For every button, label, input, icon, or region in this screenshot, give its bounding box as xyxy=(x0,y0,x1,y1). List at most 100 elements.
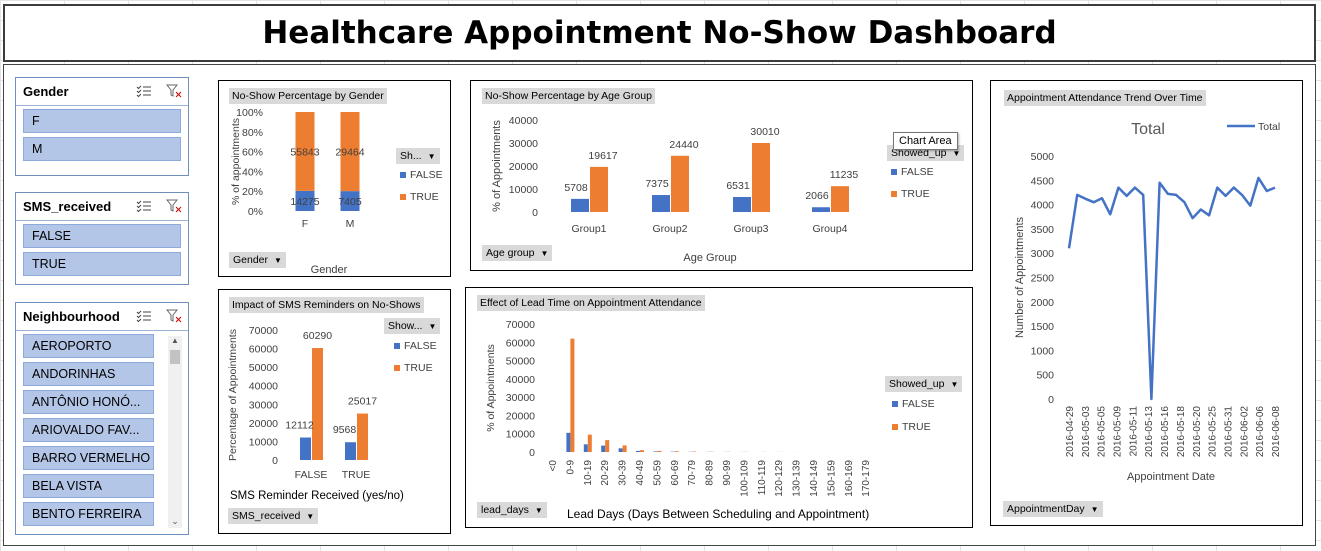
data-label: 14275 xyxy=(290,196,319,208)
slicer-title: SMS_received xyxy=(23,199,112,214)
legend-field-button[interactable]: Showed_up ▼ xyxy=(885,376,963,392)
legend-swatch xyxy=(400,194,406,200)
y-tick-label: 20% xyxy=(242,186,263,198)
clear-filter-icon[interactable] xyxy=(166,84,182,98)
slicer-scrollbar[interactable]: ▲ ⌄ xyxy=(168,336,182,528)
neighbourhood-slicer[interactable]: Neighbourhood AEROPORTO ANDORINHAS ANTÔNIO… xyxy=(15,302,189,535)
sms-slicer[interactable]: SMS_received FALSE TRUE xyxy=(15,192,189,285)
slicer-item[interactable]: TRUE xyxy=(23,252,181,276)
x-tick-label: 20-29 xyxy=(600,460,611,486)
scroll-up-icon[interactable]: ▲ xyxy=(171,336,179,345)
lead-chart[interactable]: 0 10000 20000 30000 40000 50000 60000 70000 % of… xyxy=(466,288,972,527)
x-tick-label: 2016-05-13 xyxy=(1144,406,1155,458)
bar-true xyxy=(752,142,770,212)
slicer-item[interactable]: AEROPORTO xyxy=(23,334,154,358)
x-tick-label: 110-119 xyxy=(757,460,768,496)
bar-false xyxy=(601,445,606,452)
sms-chart-panel[interactable]: Impact of SMS Reminders on No-Shows 0 100… xyxy=(218,289,451,534)
age-chart[interactable]: 0 10000 20000 30000 40000 % of Appointments 57… xyxy=(471,81,972,270)
slicer-item[interactable]: FALSE xyxy=(23,224,181,248)
multi-select-icon[interactable] xyxy=(136,309,152,323)
y-tick-label: 5000 xyxy=(1031,151,1055,163)
slicer-item[interactable]: BARRO VERMELHO xyxy=(23,446,154,470)
x-tick-label: 2016-05-20 xyxy=(1192,406,1203,458)
y-tick-label: 3000 xyxy=(1031,248,1055,260)
dashboard-title: Healthcare Appointment No-Show Dashboard xyxy=(262,15,1057,51)
x-tick-label: 30-39 xyxy=(618,460,629,486)
x-axis-label: Lead Days (Days Between Scheduling and A… xyxy=(567,507,869,521)
multi-select-icon[interactable] xyxy=(136,199,152,213)
y-tick-label: 2500 xyxy=(1031,273,1055,285)
y-tick-label: 2000 xyxy=(1031,297,1055,309)
y-tick-label: 30000 xyxy=(506,392,535,404)
legend-field-button[interactable]: Sh... ▼ xyxy=(396,148,440,164)
dashboard-title-box[interactable]: Healthcare Appointment No-Show Dashboard xyxy=(3,4,1316,62)
y-tick-label: 40000 xyxy=(506,374,535,386)
x-tick-label: 120-129 xyxy=(774,460,785,497)
axis-field-button[interactable]: SMS_received ▼ xyxy=(228,508,319,524)
data-label: 29464 xyxy=(335,147,364,159)
legend-label: TRUE xyxy=(404,362,433,374)
x-tick-label: 170-179 xyxy=(861,460,872,497)
scroll-thumb[interactable] xyxy=(170,350,180,364)
slicer-title: Gender xyxy=(23,84,69,99)
clear-filter-icon[interactable] xyxy=(166,309,182,323)
data-label: 24440 xyxy=(669,139,698,151)
slicer-title: Neighbourhood xyxy=(23,309,120,324)
multi-select-icon[interactable] xyxy=(136,84,152,98)
slicer-header: Gender xyxy=(16,78,188,106)
bar-true xyxy=(657,450,662,452)
scroll-down-icon[interactable]: ⌄ xyxy=(171,516,179,526)
legend-swatch xyxy=(394,343,400,349)
gender-chart-panel[interactable]: No-Show Percentage by Gender 0% 20% 40% 60%… xyxy=(218,80,451,277)
legend-swatch xyxy=(892,401,898,407)
data-label: 7375 xyxy=(645,178,669,190)
x-tick-label: 2016-05-09 xyxy=(1113,406,1124,458)
x-tick-label: 2016-05-05 xyxy=(1097,406,1108,458)
data-label: 9568 xyxy=(333,424,357,436)
legend-label: TRUE xyxy=(410,191,439,203)
age-chart-panel[interactable]: No-Show Percentage by Age Group 0 10000 20… xyxy=(470,80,973,271)
x-axis-label: Gender xyxy=(311,264,348,276)
x-tick-label: 80-89 xyxy=(705,460,716,486)
bar-false xyxy=(345,442,356,460)
x-tick-label: 2016-05-03 xyxy=(1081,406,1092,458)
axis-field-button[interactable]: lead_days ▼ xyxy=(477,502,547,518)
y-tick-label: 0 xyxy=(1048,394,1054,406)
slicer-item[interactable]: BENTO FERREIRA xyxy=(23,502,154,526)
trend-chart[interactable]: Total Total 0 500 1000 1500 2000 2500 3000 3500 40… xyxy=(991,81,1302,525)
legend-swatch xyxy=(892,424,898,430)
axis-field-button[interactable]: AppointmentDay ▼ xyxy=(1003,501,1103,517)
bar-false xyxy=(340,191,360,211)
y-axis-label: % of Appointments xyxy=(485,344,497,432)
slicer-item[interactable]: BELA VISTA xyxy=(23,474,154,498)
slicer-item[interactable]: ANTÔNIO HONÓ... xyxy=(23,390,154,414)
clear-filter-icon[interactable] xyxy=(166,199,182,213)
data-label: 25017 xyxy=(348,396,377,408)
legend-field-button[interactable]: Show... ▼ xyxy=(384,318,441,334)
trend-chart-panel[interactable]: Appointment Attendance Trend Over Time T… xyxy=(990,80,1303,526)
legend-swatch xyxy=(394,365,400,371)
legend-label: FALSE xyxy=(410,169,443,181)
bar-false xyxy=(571,198,589,212)
axis-field-button[interactable]: Age group ▼ xyxy=(482,245,553,261)
slicer-item[interactable]: ANDORINHAS xyxy=(23,362,154,386)
data-label: 11235 xyxy=(830,169,859,181)
bar-false xyxy=(653,451,658,452)
legend-label: FALSE xyxy=(901,166,934,178)
y-tick-label: 10000 xyxy=(506,429,535,441)
y-tick-label: 60000 xyxy=(249,344,278,356)
bar-true xyxy=(622,445,627,452)
x-tick-label: 2016-06-06 xyxy=(1255,406,1266,458)
slicer-item[interactable]: M xyxy=(23,137,181,161)
axis-field-button[interactable]: Gender ▼ xyxy=(229,252,286,268)
sms-chart[interactable]: 0 10000 20000 30000 40000 50000 60000 70000 Perc… xyxy=(219,290,450,533)
x-tick-label: Group1 xyxy=(571,223,606,235)
slicer-item[interactable]: ARIOVALDO FAV... xyxy=(23,418,154,442)
lead-chart-panel[interactable]: Effect of Lead Time on Appointment Atten… xyxy=(465,287,973,528)
chart-title: Effect of Lead Time on Appointment Atten… xyxy=(477,295,705,311)
slicer-item[interactable]: F xyxy=(23,109,181,133)
x-tick-label: 140-149 xyxy=(809,460,820,497)
gender-chart[interactable]: 0% 20% 40% 60% 80% 100%% of appointments 14275… xyxy=(219,81,450,276)
